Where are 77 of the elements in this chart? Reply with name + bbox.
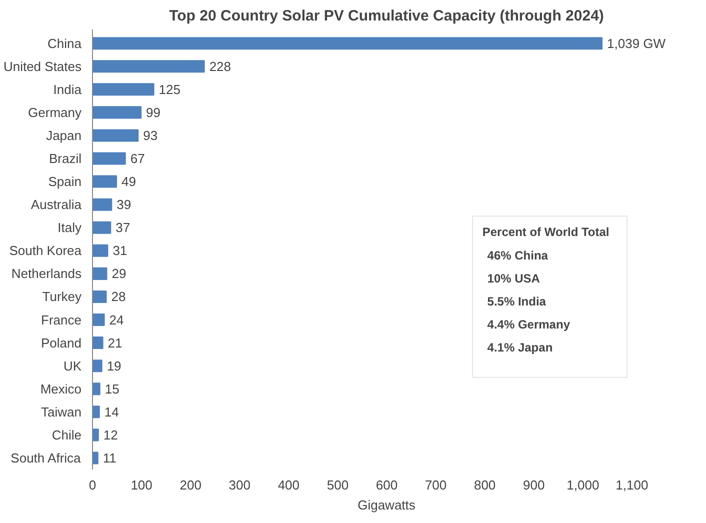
data-label: 14: [104, 404, 119, 420]
y-tick-label: Turkey: [42, 289, 82, 304]
bar: [92, 382, 100, 396]
bar: [92, 37, 603, 50]
x-axis-title: Gigawatts: [358, 498, 416, 512]
bar: [92, 336, 104, 350]
data-label: 67: [130, 151, 145, 166]
data-label: 228: [209, 58, 232, 74]
annotation: 5.5% India: [487, 294, 546, 308]
data-label: 37: [116, 220, 130, 236]
data-label: 24: [109, 312, 124, 328]
x-tick-label: 100: [130, 478, 152, 492]
bar: [92, 175, 118, 188]
bar: [92, 129, 139, 142]
y-tick-label: Australia: [30, 197, 82, 212]
chart-title: Top 20 Country Solar PV Cumulative Capacity (through 2024): [169, 8, 604, 24]
data-label: 125: [158, 82, 181, 97]
x-tick-label: 700: [424, 478, 447, 492]
x-tick-label: 400: [278, 478, 300, 492]
data-label: 49: [122, 174, 136, 190]
y-tick-label: Japan: [46, 128, 82, 143]
y-tick-label: Italy: [58, 220, 82, 236]
bar: [92, 198, 112, 211]
data-label: 29: [112, 266, 126, 282]
bar: [92, 83, 154, 96]
x-tick-label: 600: [376, 478, 398, 492]
x-tick-label: 300: [228, 478, 250, 492]
y-tick-label: Chile: [52, 427, 82, 442]
annotation: Percent of World Total: [482, 225, 610, 240]
y-tick-label: Taiwan: [41, 404, 82, 420]
data-label: 15: [104, 381, 120, 396]
y-tick-label: South Africa: [10, 450, 82, 466]
annotation: 4.4% Germany: [487, 317, 570, 332]
y-tick-label: UK: [63, 358, 82, 374]
data-label: 1,039 GW: [607, 36, 666, 51]
y-tick-label: South Korea: [9, 243, 82, 258]
bar: [92, 314, 105, 326]
bar: [92, 267, 108, 280]
y-tick-label: United States: [3, 58, 82, 74]
data-label: 19: [106, 358, 122, 374]
data-label: 28: [111, 289, 126, 304]
data-label: 93: [143, 128, 158, 143]
x-tick-label: 1,000: [566, 478, 600, 492]
y-tick-label: France: [41, 312, 82, 328]
bar: [92, 152, 126, 165]
bar: [92, 360, 102, 372]
y-tick-label: Brazil: [48, 151, 82, 166]
y-tick-label: China: [48, 36, 82, 51]
y-tick-label: Spain: [48, 174, 82, 190]
bar: [92, 60, 205, 73]
bar: [92, 221, 112, 234]
y-tick-label: Germany: [28, 104, 82, 120]
data-label: 11: [102, 450, 116, 466]
x-tick-label: 800: [474, 478, 496, 492]
annotation: 10% USA: [487, 271, 540, 286]
bar: [92, 428, 99, 442]
bar: [92, 452, 98, 464]
x-tick-label: 500: [326, 478, 349, 492]
data-label: 39: [116, 197, 132, 212]
data-label: 99: [146, 104, 161, 120]
annotation: 4.1% Japan: [487, 340, 553, 354]
bar: [92, 244, 108, 257]
bar: [92, 290, 107, 303]
data-label: 12: [103, 427, 118, 442]
data-label: 21: [108, 335, 122, 350]
x-tick-label: 200: [180, 478, 202, 492]
y-tick-label: India: [53, 82, 82, 97]
bar: [92, 106, 142, 119]
y-tick-label: Mexico: [40, 381, 82, 396]
y-tick-label: Netherlands: [11, 266, 82, 282]
bar: [92, 406, 100, 418]
y-tick-label: Poland: [41, 335, 82, 350]
x-tick-label: 1,100: [616, 478, 648, 492]
data-label: 31: [112, 243, 128, 258]
x-tick-label: 900: [523, 478, 545, 492]
annotation: 46% China: [487, 248, 548, 262]
x-tick-label: 0: [88, 478, 96, 492]
